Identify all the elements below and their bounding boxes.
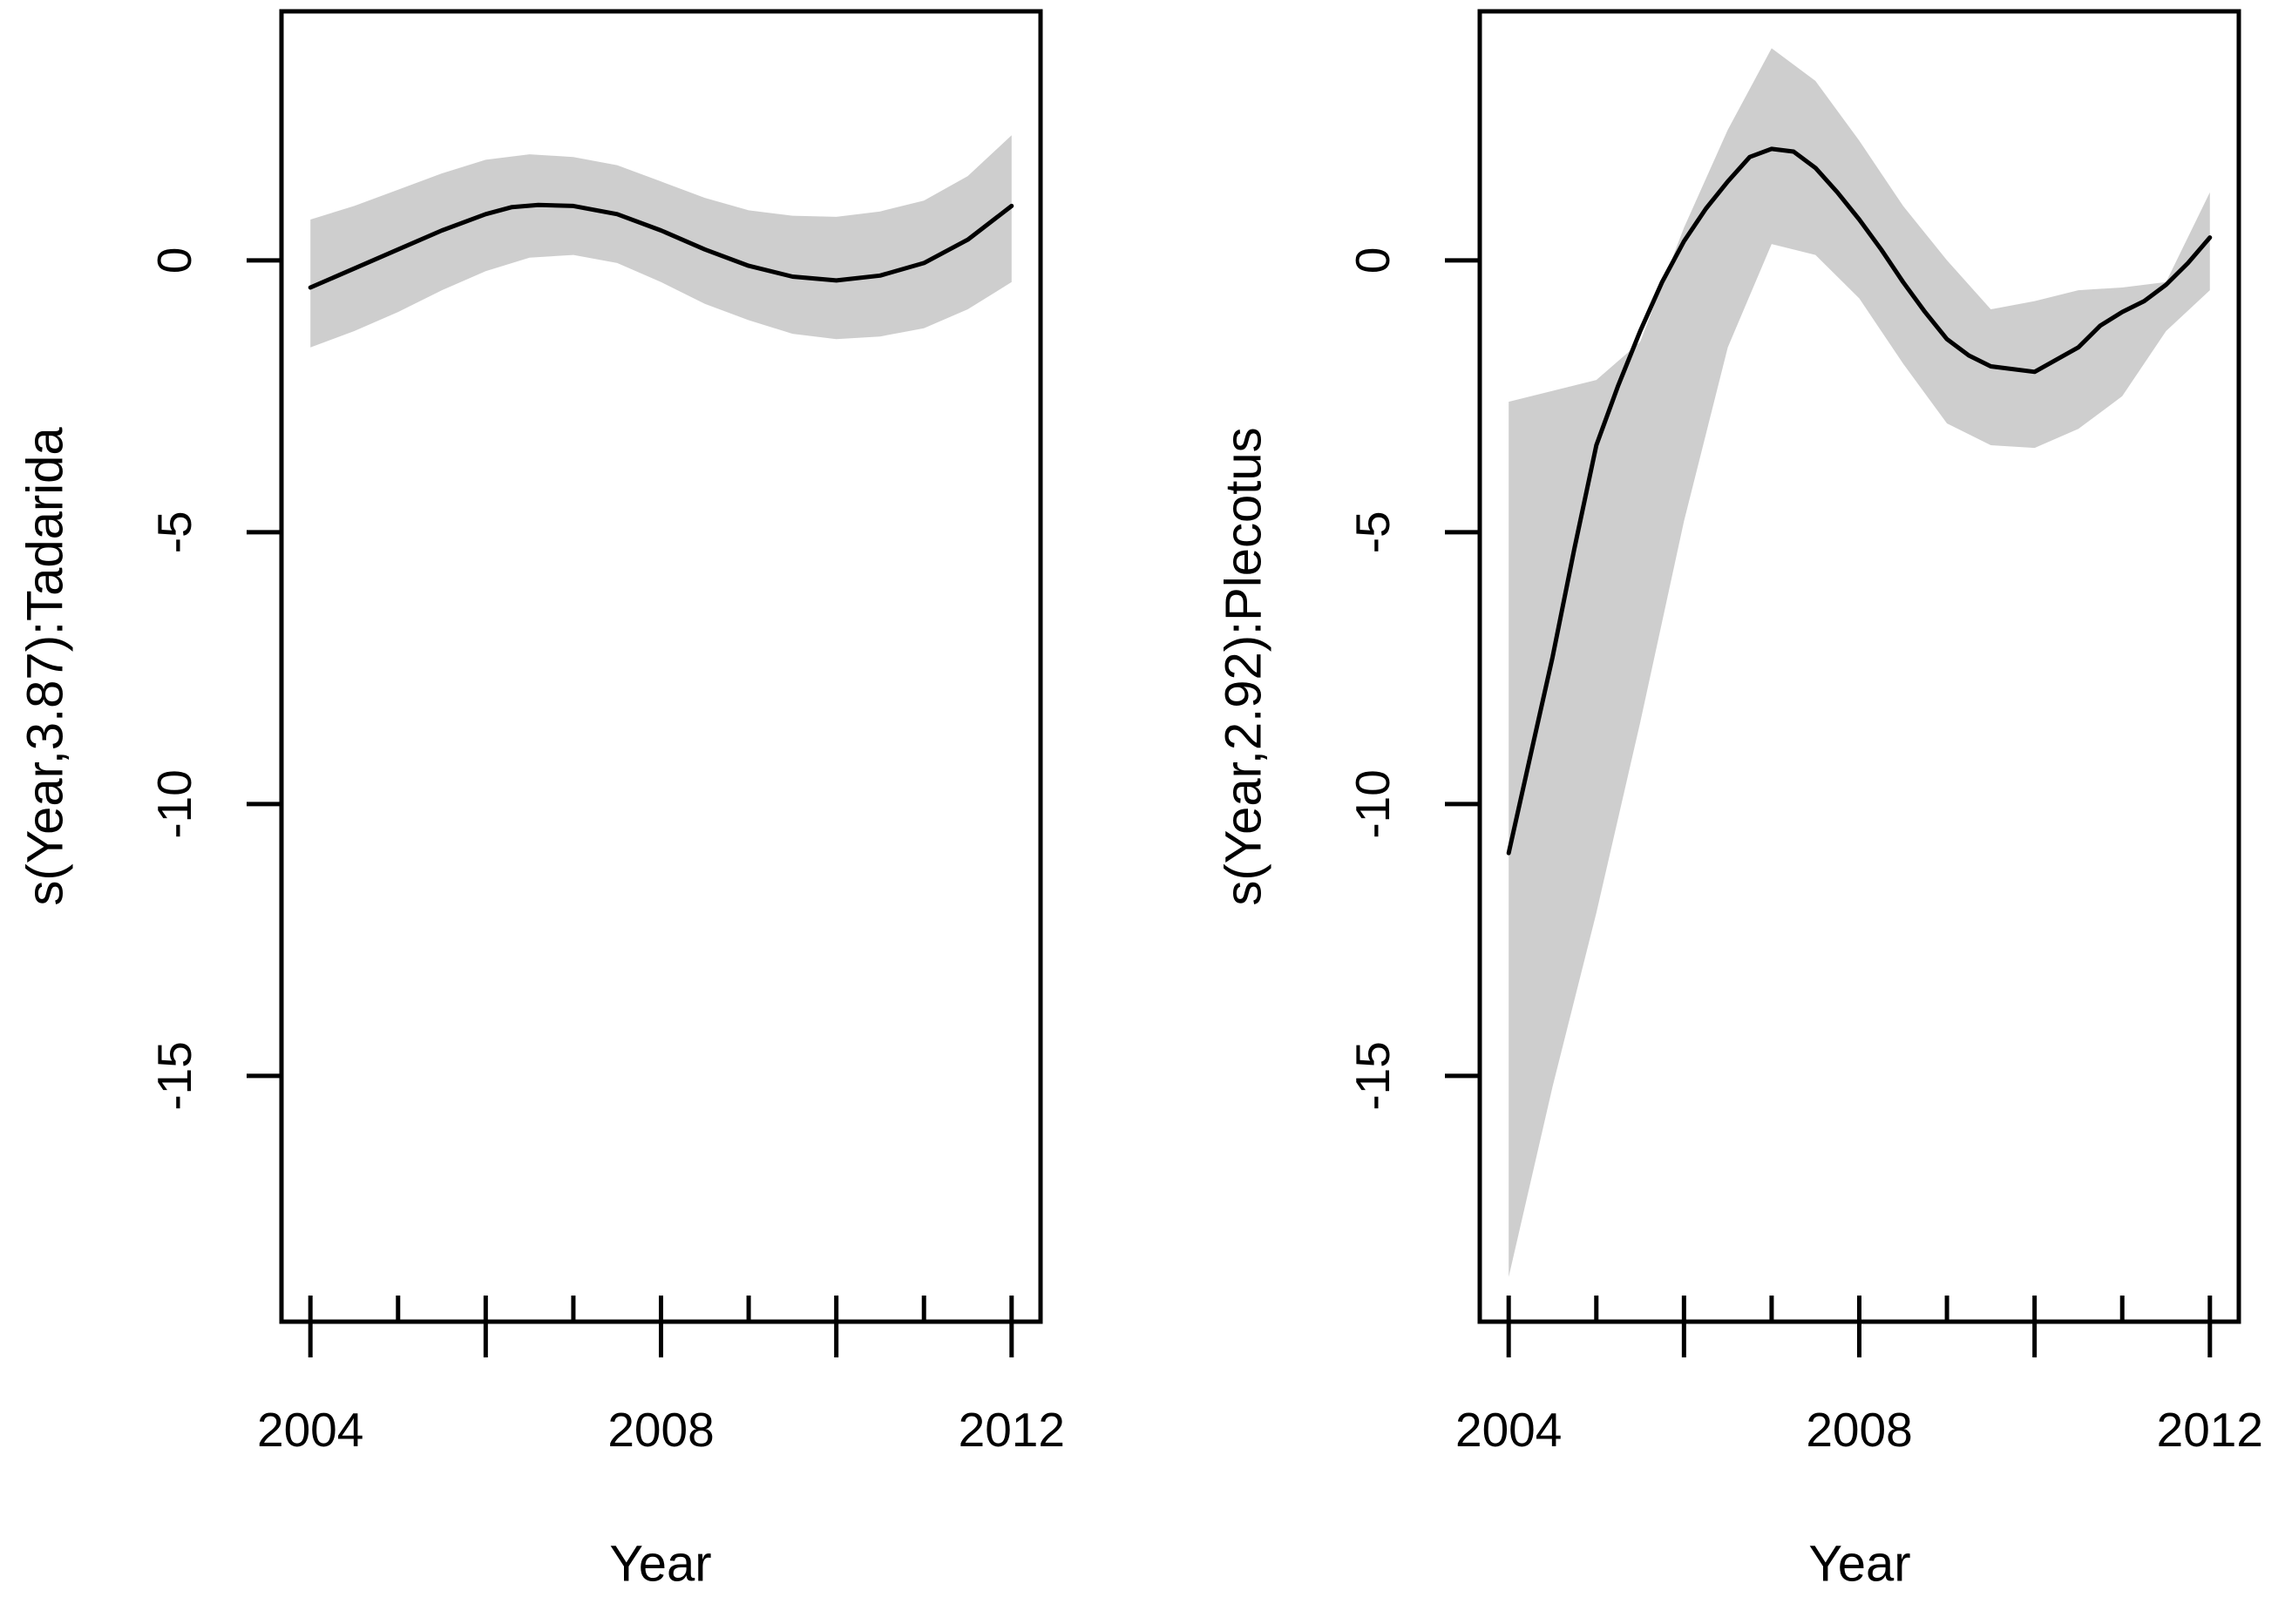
x-tick-label-1: 2012 bbox=[2157, 1403, 2263, 1457]
y-tick-label-1: -15 bbox=[1346, 1041, 1400, 1111]
smooth-curve-1 bbox=[1506, 146, 2213, 856]
x-tick-label-0: 2004 bbox=[257, 1403, 363, 1457]
y-tick-label-1: -10 bbox=[1346, 769, 1400, 839]
y-tick-label-0: -15 bbox=[147, 1041, 201, 1111]
y-tick-label-0: -10 bbox=[147, 769, 201, 839]
y-tick-label-0: -5 bbox=[147, 511, 201, 553]
confidence-band-0 bbox=[310, 135, 1012, 348]
y-axis-title-plecotus: s(Year,2.92):Plecotus bbox=[1215, 427, 1272, 906]
x-tick-label-0: 2012 bbox=[959, 1403, 1065, 1457]
x-tick-label-0: 2008 bbox=[607, 1403, 714, 1457]
confidence-band-1 bbox=[1509, 48, 2210, 1277]
x-tick-label-1: 2004 bbox=[1455, 1403, 1562, 1457]
smooth-curve-0 bbox=[308, 202, 1014, 290]
x-tick-label-1: 2008 bbox=[1806, 1403, 1912, 1457]
y-axis-title-tadarida: s(Year,3.87):Tadarida bbox=[17, 427, 74, 906]
y-tick-label-0: 0 bbox=[147, 247, 201, 274]
x-axis-title-right: Year bbox=[1808, 1535, 1911, 1593]
x-axis-title-left: Year bbox=[609, 1535, 712, 1593]
y-tick-label-1: 0 bbox=[1346, 247, 1400, 274]
y-tick-label-1: -5 bbox=[1346, 511, 1400, 553]
